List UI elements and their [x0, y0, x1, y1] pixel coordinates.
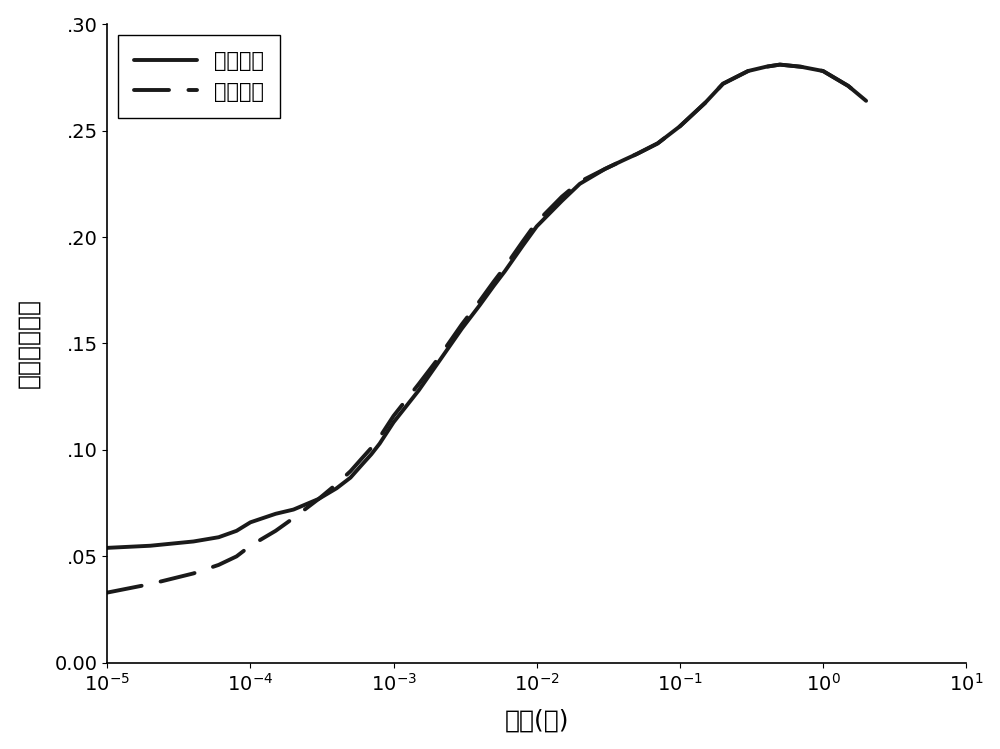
拟合结果	[213, 560, 225, 569]
实验结果	[574, 179, 586, 188]
拟合结果	[356, 454, 368, 463]
实验结果	[717, 79, 729, 88]
X-axis label: 时间(秒): 时间(秒)	[504, 709, 569, 733]
实验结果	[795, 62, 807, 71]
拟合结果	[488, 277, 500, 286]
实验结果	[231, 527, 243, 536]
实验结果	[244, 518, 256, 527]
拟合结果	[288, 514, 300, 523]
实验结果	[213, 533, 225, 542]
拟合结果	[699, 98, 711, 107]
实验结果	[488, 282, 500, 291]
拟合结果	[631, 150, 643, 159]
实验结果	[474, 300, 486, 309]
实验结果	[842, 82, 854, 91]
拟合结果	[860, 97, 872, 106]
实验结果	[388, 418, 400, 427]
实验结果	[652, 139, 664, 148]
实验结果	[431, 360, 443, 369]
实验结果	[365, 449, 377, 458]
拟合结果	[617, 156, 629, 165]
实验结果	[742, 67, 754, 76]
实验结果	[374, 439, 386, 448]
实验结果	[344, 473, 356, 482]
实验结果	[288, 505, 300, 514]
拟合结果	[795, 62, 807, 71]
拟合结果	[517, 237, 529, 246]
实验结果	[674, 122, 686, 131]
拟合结果	[456, 320, 468, 329]
拟合结果	[817, 67, 829, 76]
实验结果	[617, 156, 629, 165]
实验结果	[631, 150, 643, 159]
拟合结果	[652, 139, 664, 148]
Y-axis label: 相对荧光强度: 相对荧光强度	[17, 299, 41, 389]
拟合结果	[331, 479, 343, 488]
Line: 拟合结果: 拟合结果	[107, 64, 866, 592]
拟合结果	[244, 542, 256, 551]
拟合结果	[574, 178, 586, 187]
拟合结果	[474, 297, 486, 306]
实验结果	[860, 97, 872, 106]
实验结果	[760, 62, 772, 71]
拟合结果	[431, 356, 443, 365]
实验结果	[144, 542, 156, 551]
拟合结果	[842, 82, 854, 91]
实验结果	[531, 222, 543, 231]
Line: 实验结果: 实验结果	[107, 64, 866, 548]
拟合结果	[413, 380, 425, 389]
拟合结果	[101, 588, 113, 597]
实验结果	[499, 267, 511, 276]
实验结果	[699, 98, 711, 107]
实验结果	[817, 67, 829, 76]
拟合结果	[742, 67, 754, 76]
实验结果	[313, 494, 325, 503]
拟合结果	[499, 262, 511, 271]
拟合结果	[556, 192, 568, 201]
拟合结果	[313, 494, 325, 503]
拟合结果	[374, 433, 386, 442]
拟合结果	[388, 411, 400, 420]
实验结果	[270, 509, 282, 518]
实验结果	[556, 196, 568, 205]
拟合结果	[717, 79, 729, 88]
拟合结果	[270, 527, 282, 536]
实验结果	[101, 543, 113, 552]
拟合结果	[599, 165, 611, 174]
拟合结果	[187, 569, 199, 578]
拟合结果	[365, 443, 377, 452]
拟合结果	[344, 467, 356, 476]
拟合结果	[760, 62, 772, 71]
拟合结果	[674, 122, 686, 131]
拟合结果	[144, 580, 156, 589]
实验结果	[599, 165, 611, 174]
拟合结果	[774, 60, 786, 69]
Legend: 实验结果, 拟合结果: 实验结果, 拟合结果	[118, 34, 280, 118]
实验结果	[187, 537, 199, 546]
拟合结果	[531, 218, 543, 227]
实验结果	[456, 324, 468, 333]
拟合结果	[231, 552, 243, 561]
实验结果	[331, 484, 343, 493]
实验结果	[517, 241, 529, 250]
实验结果	[356, 461, 368, 470]
实验结果	[413, 386, 425, 395]
实验结果	[774, 60, 786, 69]
